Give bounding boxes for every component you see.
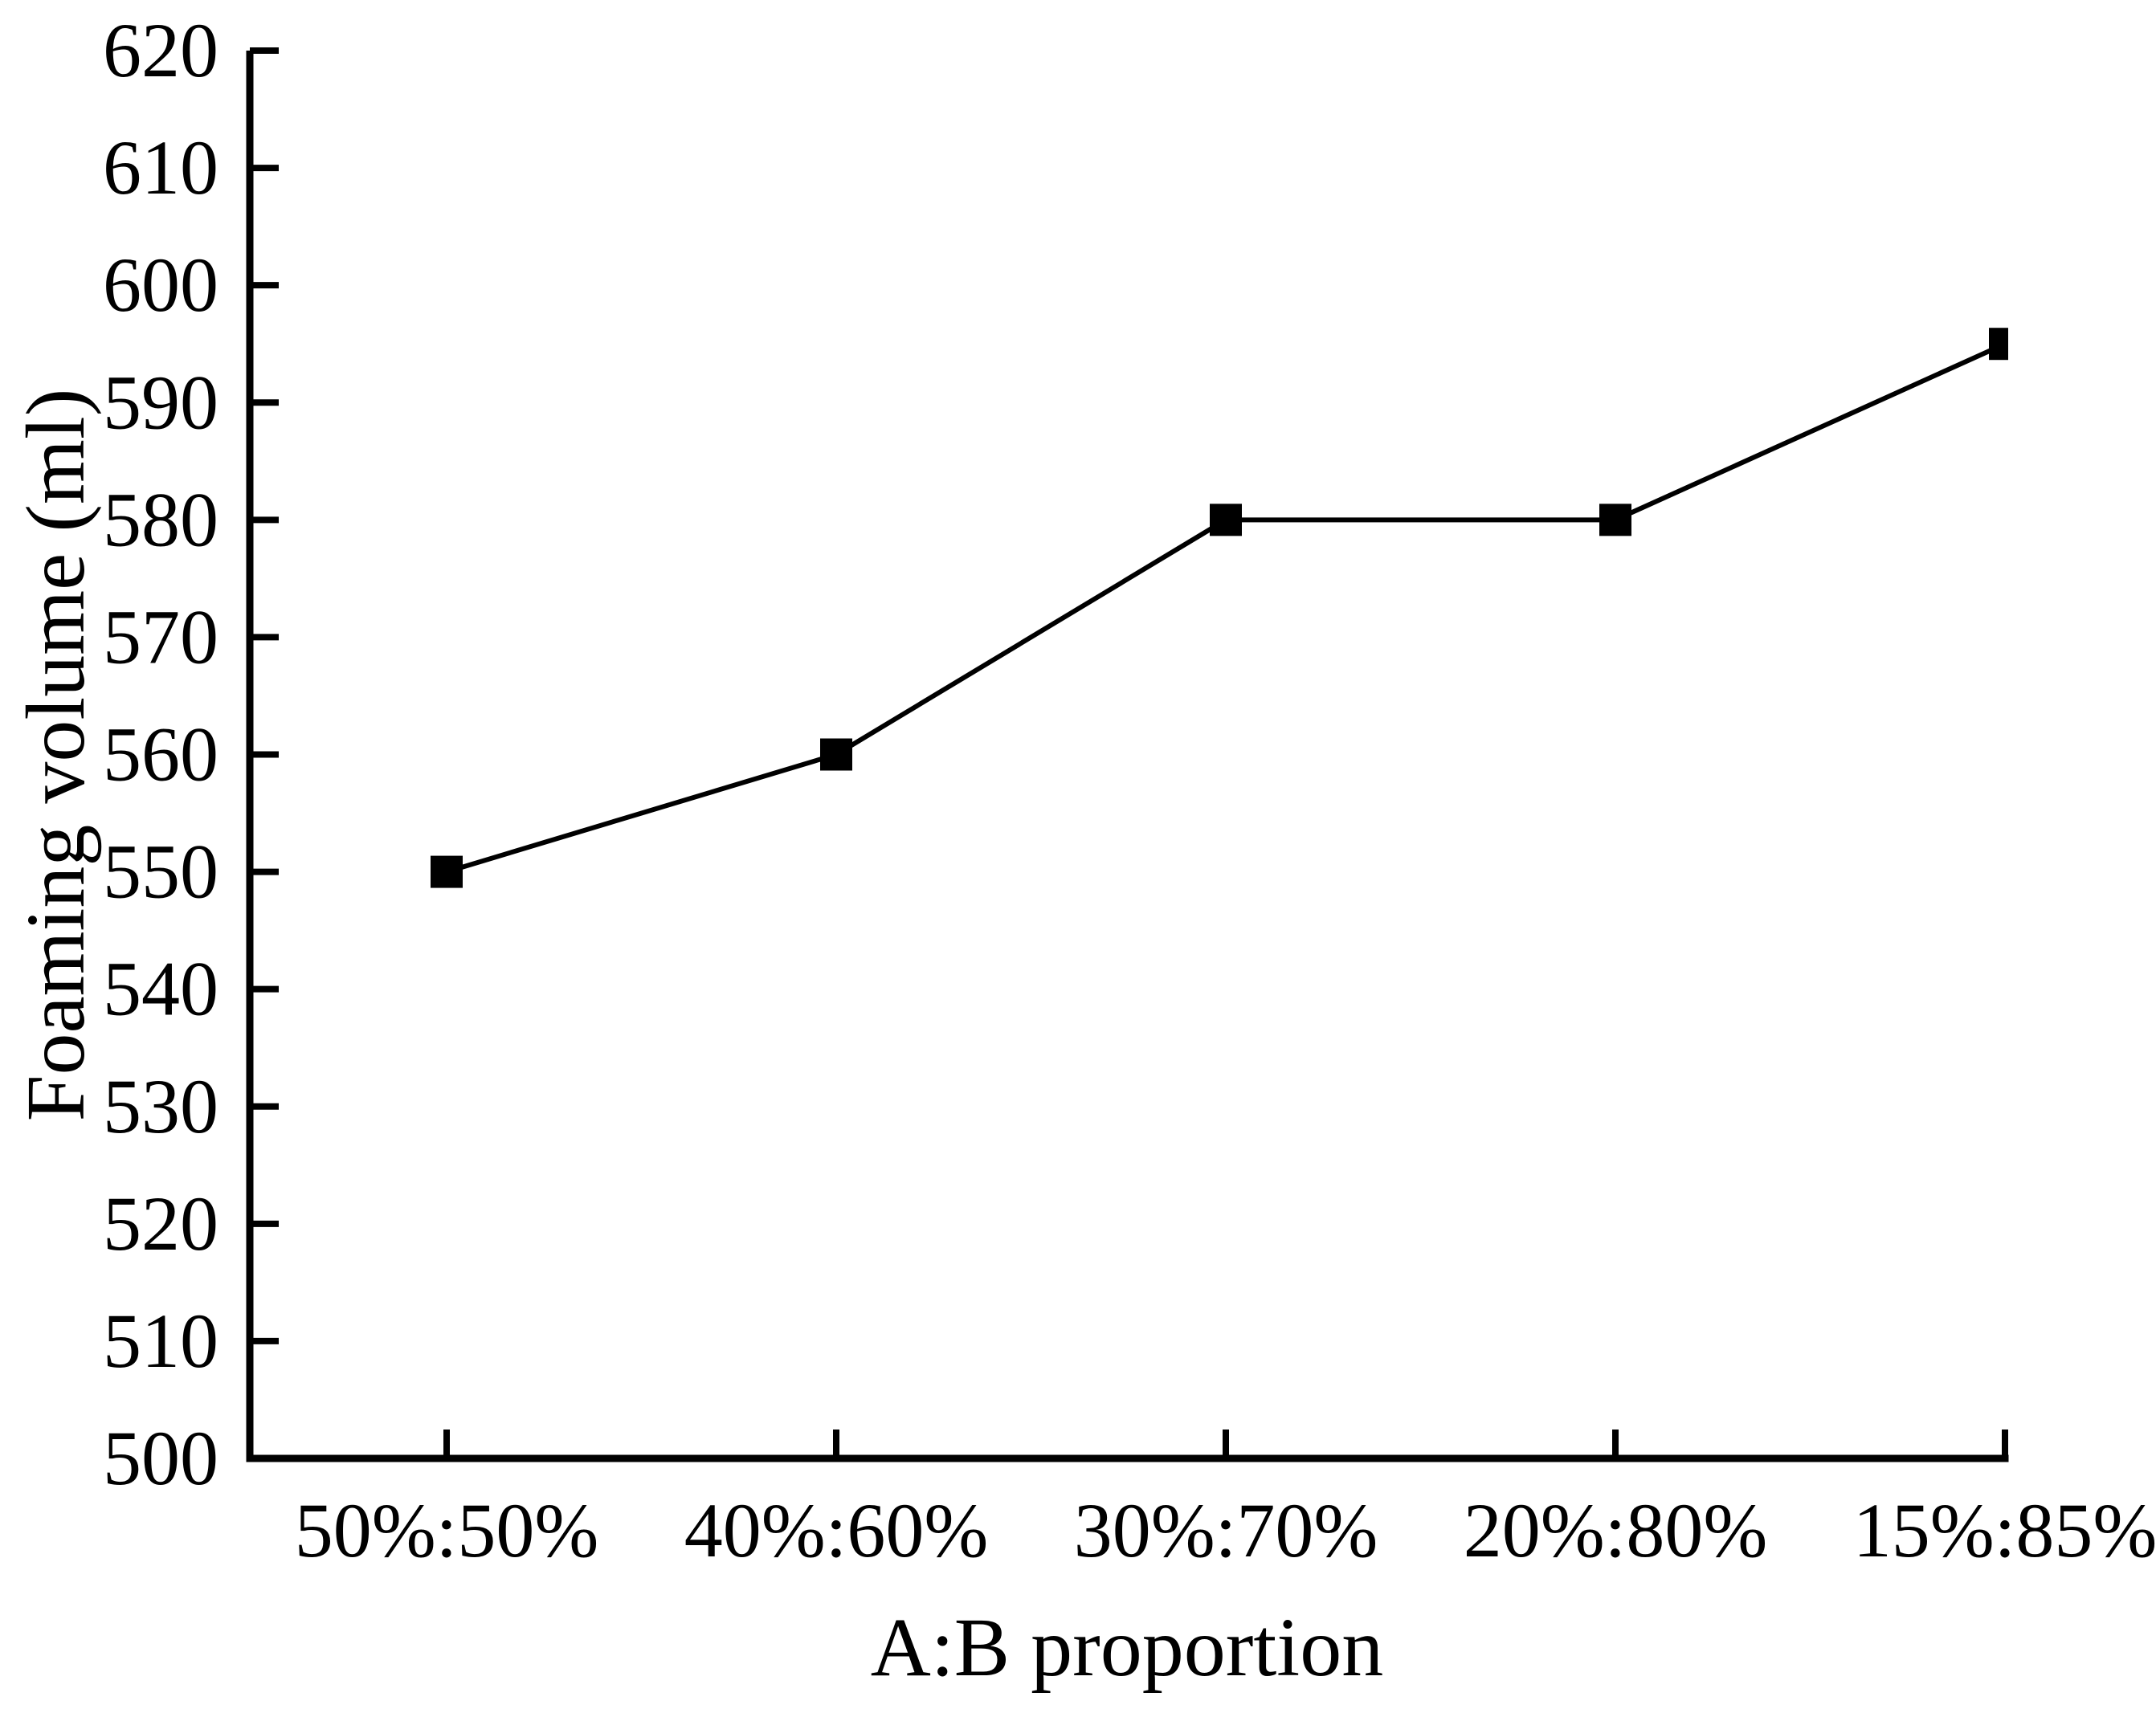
y-tick-label: 560: [103, 712, 218, 797]
data-point-marker: [1989, 328, 2008, 361]
y-tick-label: 590: [103, 359, 218, 445]
x-tick-label: 15%:85%: [1853, 1487, 2156, 1573]
data-point-marker: [1599, 504, 1631, 536]
data-point-marker: [820, 738, 852, 771]
y-tick-label: 610: [103, 124, 218, 210]
y-axis-title: Foaming volume (ml): [10, 389, 102, 1122]
y-tick-label: 570: [103, 593, 218, 679]
y-tick-label: 550: [103, 829, 218, 915]
y-tick-label: 500: [103, 1415, 218, 1501]
y-tick-label: 520: [103, 1181, 218, 1266]
x-tick-label: 40%:60%: [684, 1487, 989, 1573]
plot-area: [431, 328, 2008, 888]
y-tick-label: 620: [103, 7, 218, 93]
data-point-marker: [431, 855, 463, 888]
x-axis-title: A:B proportion: [871, 1601, 1383, 1694]
y-tick-label: 540: [103, 946, 218, 1032]
y-tick-label: 510: [103, 1298, 218, 1384]
data-point-marker: [1210, 504, 1242, 536]
x-tick-label: 20%:80%: [1464, 1487, 1768, 1573]
y-tick-label: 580: [103, 476, 218, 562]
x-tick-label: 30%:70%: [1074, 1487, 1378, 1573]
y-tick-label: 600: [103, 242, 218, 328]
x-tick-label: 50%:50%: [295, 1487, 599, 1573]
axes: 500 510 520 530 540 550 560 570 580 590 600 610 620 5…: [103, 7, 2156, 1573]
y-tick-label: 530: [103, 1063, 218, 1149]
data-line: [446, 341, 2007, 875]
